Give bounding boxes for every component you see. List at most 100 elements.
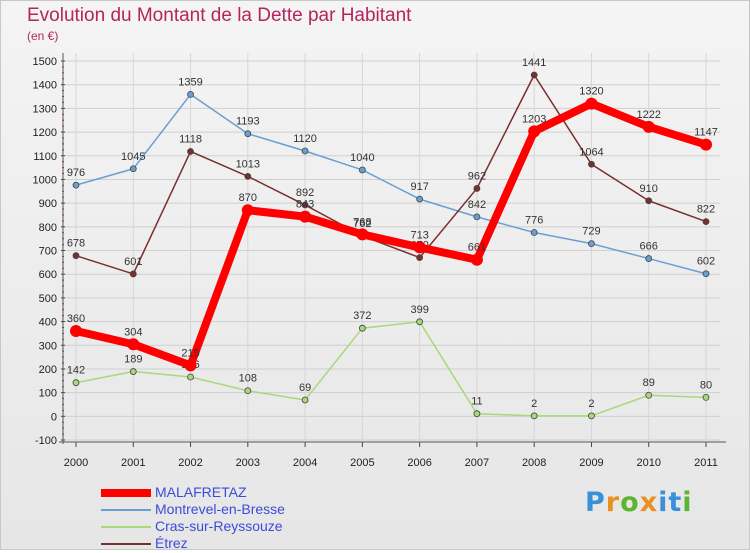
series-line-malafretaz <box>72 99 710 370</box>
data-label-montrevel-en-bresse: 1193 <box>236 116 260 128</box>
series-line-montrevel-en-bresse <box>75 93 707 275</box>
data-label-etrez: 910 <box>640 183 658 195</box>
data-label-montrevel-en-bresse: 976 <box>67 167 85 179</box>
data-label-cras-sur-reyssouze: 2 <box>531 398 537 410</box>
data-point-malafretaz <box>241 204 254 217</box>
x-tick-label: 2005 <box>350 457 374 469</box>
y-tick-label: 800 <box>39 222 57 234</box>
data-point-etrez <box>702 218 710 226</box>
y-tick-label: 1000 <box>33 174 57 186</box>
y-tick-label: 1100 <box>33 151 57 163</box>
y-tick-label: 1400 <box>33 80 57 92</box>
data-point-montrevel-en-bresse <box>358 166 366 174</box>
data-label-cras-sur-reyssouze: 11 <box>471 396 482 408</box>
series-cras-sur-reyssouze: 1421891661086937239911228980 <box>67 304 712 420</box>
data-label-montrevel-en-bresse: 602 <box>697 256 715 268</box>
legend-label: Étrez <box>155 535 188 551</box>
data-point-cras-sur-reyssouze <box>244 387 252 395</box>
data-point-malafretaz <box>585 97 598 110</box>
logo-letter: x <box>639 487 659 518</box>
line-chart: -100 0 100 200 300 400 500 600 700 800 900 1000 1100… <box>33 53 726 469</box>
data-point-cras-sur-reyssouze <box>358 324 366 332</box>
legend-label: Cras-sur-Reyssouze <box>155 518 283 534</box>
data-label-malafretaz: 843 <box>296 199 314 211</box>
series-montrevel-en-bresse: 976 1045 1359 1193 1120 1040 917 842 776 729 666 60… <box>67 76 715 278</box>
data-point-cras-sur-reyssouze <box>301 396 309 404</box>
chart-title: Evolution du Montant de la Dette par Hab… <box>27 5 412 26</box>
x-tick-label: 2001 <box>121 457 145 469</box>
data-label-malafretaz: 360 <box>67 313 85 325</box>
data-label-cras-sur-reyssouze: 89 <box>643 377 655 389</box>
series-line-cras-sur-reyssouze <box>75 321 707 417</box>
data-label-malafretaz: 1203 <box>522 113 546 125</box>
data-point-etrez <box>530 71 538 79</box>
data-label-montrevel-en-bresse: 776 <box>525 214 543 226</box>
data-point-montrevel-en-bresse <box>129 165 137 173</box>
y-tick-label: 1500 <box>33 56 57 68</box>
y-tick-label: 500 <box>39 293 57 305</box>
data-label-etrez: 601 <box>124 256 142 268</box>
data-label-etrez: 962 <box>468 170 486 182</box>
logo-letter: P <box>585 487 606 518</box>
data-point-cras-sur-reyssouze <box>588 412 595 420</box>
data-point-malafretaz <box>356 228 369 241</box>
data-point-etrez <box>244 172 252 180</box>
data-point-cras-sur-reyssouze <box>645 391 653 399</box>
series-malafretaz: 360 304 215 870 843 768 713 661 1203 1320 1222 1147 <box>67 86 718 372</box>
data-label-etrez: 678 <box>67 238 85 250</box>
legend-label: Montrevel-en-Bresse <box>155 501 285 517</box>
data-point-montrevel-en-bresse <box>473 213 481 221</box>
data-point-cras-sur-reyssouze <box>473 410 481 418</box>
data-label-cras-sur-reyssouze: 142 <box>67 365 85 377</box>
data-point-montrevel-en-bresse <box>645 255 653 262</box>
data-point-malafretaz <box>127 338 140 351</box>
data-label-montrevel-en-bresse: 729 <box>582 226 600 238</box>
data-label-malafretaz: 215 <box>181 347 199 359</box>
data-point-malafretaz <box>528 125 541 138</box>
legend-swatch <box>101 489 151 497</box>
x-tick-label: 2004 <box>293 457 317 469</box>
x-tick-label: 2009 <box>579 457 603 469</box>
legend-label: MALAFRETAZ <box>155 484 247 500</box>
data-point-montrevel-en-bresse <box>301 147 309 155</box>
data-label-montrevel-en-bresse: 842 <box>468 199 486 211</box>
data-label-malafretaz: 304 <box>124 326 142 338</box>
data-label-malafretaz: 713 <box>410 229 428 241</box>
data-point-montrevel-en-bresse <box>416 195 424 203</box>
data-point-etrez <box>416 254 424 262</box>
y-tick-label: 300 <box>39 340 57 352</box>
x-tick-label: 2011 <box>694 457 718 469</box>
y-tick-label: 700 <box>39 246 57 258</box>
logo-letter: t <box>668 487 683 518</box>
data-point-etrez <box>187 148 194 155</box>
data-point-malafretaz <box>642 120 655 133</box>
logo-letter: o <box>620 487 640 518</box>
legend-swatch <box>101 526 151 528</box>
data-point-cras-sur-reyssouze <box>187 373 194 381</box>
data-label-etrez: 1118 <box>179 133 202 145</box>
x-tick-label: 2010 <box>636 457 660 469</box>
data-label-montrevel-en-bresse: 1045 <box>121 151 145 163</box>
x-tick-label: 2006 <box>407 457 431 469</box>
data-label-montrevel-en-bresse: 666 <box>640 241 658 253</box>
data-label-montrevel-en-bresse: 1120 <box>293 133 317 145</box>
data-point-etrez <box>473 185 481 192</box>
data-label-malafretaz: 1222 <box>636 109 660 121</box>
data-label-etrez: 892 <box>296 187 314 199</box>
data-point-malafretaz <box>413 241 426 254</box>
data-point-montrevel-en-bresse <box>588 240 595 248</box>
data-label-malafretaz: 768 <box>353 216 371 228</box>
data-point-malafretaz <box>700 138 712 151</box>
data-label-montrevel-en-bresse: 1040 <box>350 152 374 164</box>
data-label-etrez: 1441 <box>522 57 546 69</box>
logo-letter: i <box>682 487 693 518</box>
data-point-montrevel-en-bresse <box>72 181 80 189</box>
data-point-etrez <box>301 201 309 209</box>
logo-letter: i <box>658 487 669 518</box>
data-point-montrevel-en-bresse <box>244 130 252 138</box>
y-tick-label: 600 <box>39 269 57 281</box>
data-point-etrez <box>72 252 80 260</box>
data-label-cras-sur-reyssouze: 2 <box>588 398 594 410</box>
logo-letter: r <box>605 487 621 518</box>
